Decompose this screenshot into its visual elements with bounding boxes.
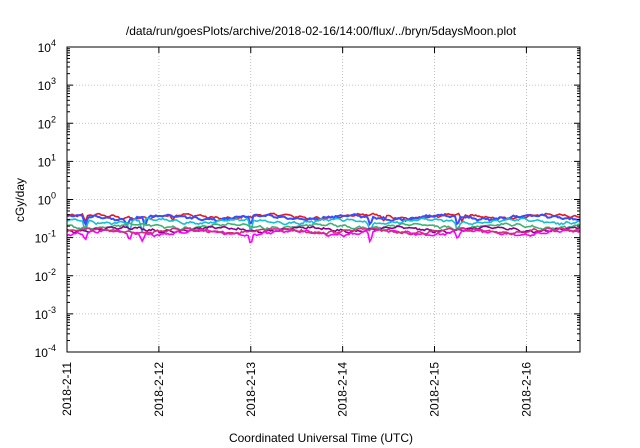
x-tick-label: 2018-2-11 — [60, 362, 74, 416]
y-tick-label: 103 — [38, 76, 56, 93]
x-tick-label: 2018-2-14 — [336, 362, 350, 417]
x-tick-label: 2018-2-12 — [152, 362, 166, 417]
y-axis: 10-4 10-3 10-2 10-1 100 101 102 103 104 — [35, 38, 580, 360]
y-tick-label: 100 — [38, 191, 56, 208]
series-line — [66, 213, 581, 229]
x-axis-label: Coordinated Universal Time (UTC) — [229, 431, 413, 445]
y-tick-label: 10-4 — [35, 343, 56, 360]
series-line — [66, 225, 581, 235]
grid — [67, 46, 580, 353]
series-line — [66, 226, 581, 236]
y-tick-label: 101 — [38, 152, 56, 169]
y-axis-label: cGy/day — [13, 178, 27, 222]
series-group — [66, 212, 581, 244]
chart-title: /data/run/goesPlots/archive/2018-02-16/1… — [126, 24, 517, 38]
plot-frame — [66, 46, 581, 353]
y-tick-label: 10-2 — [35, 267, 56, 284]
y-tick-label: 104 — [38, 38, 56, 55]
x-tick-label: 2018-2-16 — [519, 362, 533, 417]
y-tick-label: 10-1 — [35, 229, 56, 246]
series-line — [66, 217, 580, 233]
x-tick-label: 2018-2-13 — [244, 362, 258, 417]
x-axis: 2018-2-11 2018-2-12 2018-2-13 2018-2-14 2018… — [60, 47, 533, 417]
y-tick-label: 102 — [38, 114, 56, 131]
y-tick-label: 10-3 — [35, 305, 56, 322]
x-tick-label: 2018-2-15 — [428, 362, 442, 417]
series-line — [66, 222, 581, 232]
